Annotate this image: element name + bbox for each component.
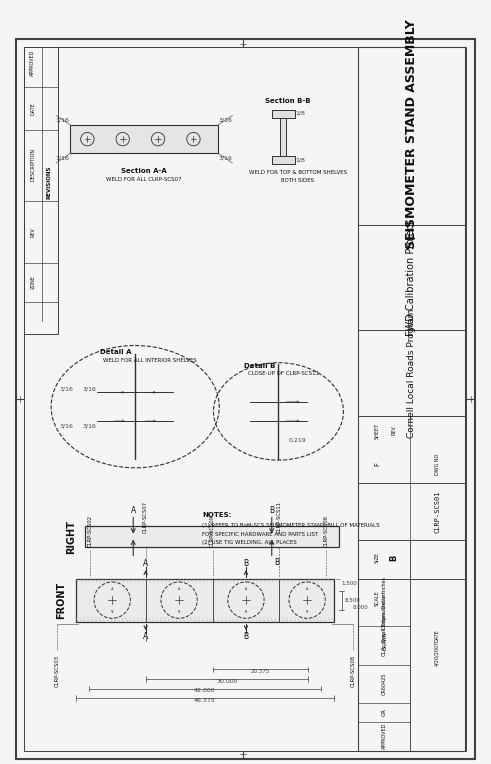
Text: 3/16: 3/16 bbox=[55, 118, 69, 122]
Text: B: B bbox=[244, 558, 248, 568]
Text: SIZE: SIZE bbox=[374, 552, 380, 563]
Text: Section B-B: Section B-B bbox=[265, 98, 311, 104]
Text: 0.219: 0.219 bbox=[289, 438, 306, 442]
Text: Dimensions in Inches: Dimensions in Inches bbox=[382, 577, 387, 629]
Text: REV: REV bbox=[392, 426, 397, 435]
Text: B: B bbox=[244, 633, 248, 642]
Text: (2) USE TIG WELDING, ALL PLACES: (2) USE TIG WELDING, ALL PLACES bbox=[202, 540, 297, 545]
Text: FOR SPECIFIC HARDWARE AND PARTS LIST: FOR SPECIFIC HARDWARE AND PARTS LIST bbox=[202, 532, 318, 537]
Text: CLA: CLA bbox=[382, 645, 387, 656]
Bar bbox=[85, 526, 339, 547]
Text: SEISMOMETER STAND ASSEMBLY: SEISMOMETER STAND ASSEMBLY bbox=[405, 19, 418, 249]
Text: B: B bbox=[274, 558, 279, 567]
Text: APPROVED: APPROVED bbox=[30, 50, 35, 76]
Text: Detail A: Detail A bbox=[100, 348, 132, 354]
Bar bbox=[76, 578, 334, 622]
Text: ZONE: ZONE bbox=[30, 276, 35, 290]
Text: BOTH SIDES: BOTH SIDES bbox=[281, 178, 314, 183]
Text: FRONT: FRONT bbox=[56, 581, 67, 619]
Text: Detail B: Detail B bbox=[244, 363, 275, 369]
Text: GR: GR bbox=[382, 708, 387, 717]
Text: 8.000: 8.000 bbox=[353, 605, 369, 610]
Text: CR60425: CR60425 bbox=[382, 672, 387, 695]
Text: WELD FOR ALL INTERIOR SHELVES: WELD FOR ALL INTERIOR SHELVES bbox=[103, 358, 196, 364]
Text: CLRP-SCS09: CLRP-SCS09 bbox=[210, 515, 215, 547]
Text: CLRP-SCS07: CLRP-SCS07 bbox=[143, 500, 148, 533]
Text: DRAWN: DRAWN bbox=[382, 631, 387, 650]
Text: SHEET: SHEET bbox=[374, 422, 380, 439]
Text: REVISIONS: REVISIONS bbox=[47, 165, 52, 199]
Bar bbox=[358, 47, 465, 750]
Text: 3/16: 3/16 bbox=[82, 423, 96, 429]
Text: 3/16: 3/16 bbox=[219, 156, 233, 160]
Bar bbox=[70, 125, 218, 154]
Text: 3/16: 3/16 bbox=[55, 156, 69, 160]
Text: APPROVED: APPROVED bbox=[382, 723, 387, 749]
Text: 3/16: 3/16 bbox=[59, 387, 73, 392]
Text: 1.500: 1.500 bbox=[342, 581, 357, 586]
Text: REV: REV bbox=[30, 227, 35, 237]
Text: A: A bbox=[131, 507, 136, 515]
Bar bbox=[272, 157, 295, 164]
Text: 1/8: 1/8 bbox=[296, 157, 305, 163]
Text: CLRP-SCS11: CLRP-SCS11 bbox=[277, 500, 282, 533]
Text: A: A bbox=[143, 633, 148, 642]
Text: WELD FOR TOP & BOTTOM SHELVES: WELD FOR TOP & BOTTOM SHELVES bbox=[248, 170, 347, 175]
Text: CLRP-SCS01: CLRP-SCS01 bbox=[434, 490, 440, 533]
Bar bbox=[280, 118, 286, 157]
Text: 1/8: 1/8 bbox=[296, 111, 305, 116]
Text: RIGHT: RIGHT bbox=[66, 520, 76, 554]
Text: 3/16: 3/16 bbox=[82, 387, 96, 392]
Text: 8.500: 8.500 bbox=[344, 597, 360, 603]
Text: B: B bbox=[269, 507, 274, 515]
Text: 3/16: 3/16 bbox=[59, 423, 73, 429]
Text: DWG NO: DWG NO bbox=[435, 453, 439, 474]
Text: Break Edges, Deburr: Break Edges, Deburr bbox=[382, 591, 387, 643]
Text: 4/20/2007: 4/20/2007 bbox=[435, 640, 439, 665]
Bar bbox=[272, 111, 295, 118]
Bar bbox=[25, 47, 58, 334]
Text: Section A-A: Section A-A bbox=[121, 167, 167, 173]
Text: DATE: DATE bbox=[30, 102, 35, 115]
Text: DATE: DATE bbox=[435, 630, 439, 643]
Text: A: A bbox=[143, 558, 148, 568]
Text: SCALE: SCALE bbox=[374, 590, 380, 606]
Text: 46.375: 46.375 bbox=[194, 698, 216, 703]
Text: 42.000: 42.000 bbox=[194, 688, 216, 693]
Text: CLRP-SCS03: CLRP-SCS03 bbox=[55, 655, 59, 687]
Text: WELD FOR ALL CLRP-SCS07: WELD FOR ALL CLRP-SCS07 bbox=[107, 176, 182, 182]
Text: 30.000: 30.000 bbox=[216, 678, 238, 684]
Text: CLRP-SCS02: CLRP-SCS02 bbox=[88, 515, 93, 547]
Text: CLOSE-UP OF CLRP-SCS11: CLOSE-UP OF CLRP-SCS11 bbox=[247, 371, 319, 376]
Text: (1) REFER TO BoM-SCS SEISMOMETER STAND BILL OF MATERIALS: (1) REFER TO BoM-SCS SEISMOMETER STAND B… bbox=[202, 523, 380, 528]
Text: 3/16: 3/16 bbox=[219, 118, 233, 122]
Text: CLRP-SCS06: CLRP-SCS06 bbox=[324, 515, 329, 547]
Text: CLRP-SCS08: CLRP-SCS08 bbox=[351, 655, 355, 687]
Text: Cornell Local Roads Program: Cornell Local Roads Program bbox=[407, 309, 416, 438]
Text: FWD Calibration Project: FWD Calibration Project bbox=[406, 220, 416, 335]
Text: F: F bbox=[374, 462, 380, 466]
Text: DESCRIPTION: DESCRIPTION bbox=[30, 148, 35, 182]
Text: NOTES:: NOTES: bbox=[202, 512, 231, 518]
Text: 20.375: 20.375 bbox=[251, 669, 270, 674]
Text: B: B bbox=[389, 555, 399, 561]
